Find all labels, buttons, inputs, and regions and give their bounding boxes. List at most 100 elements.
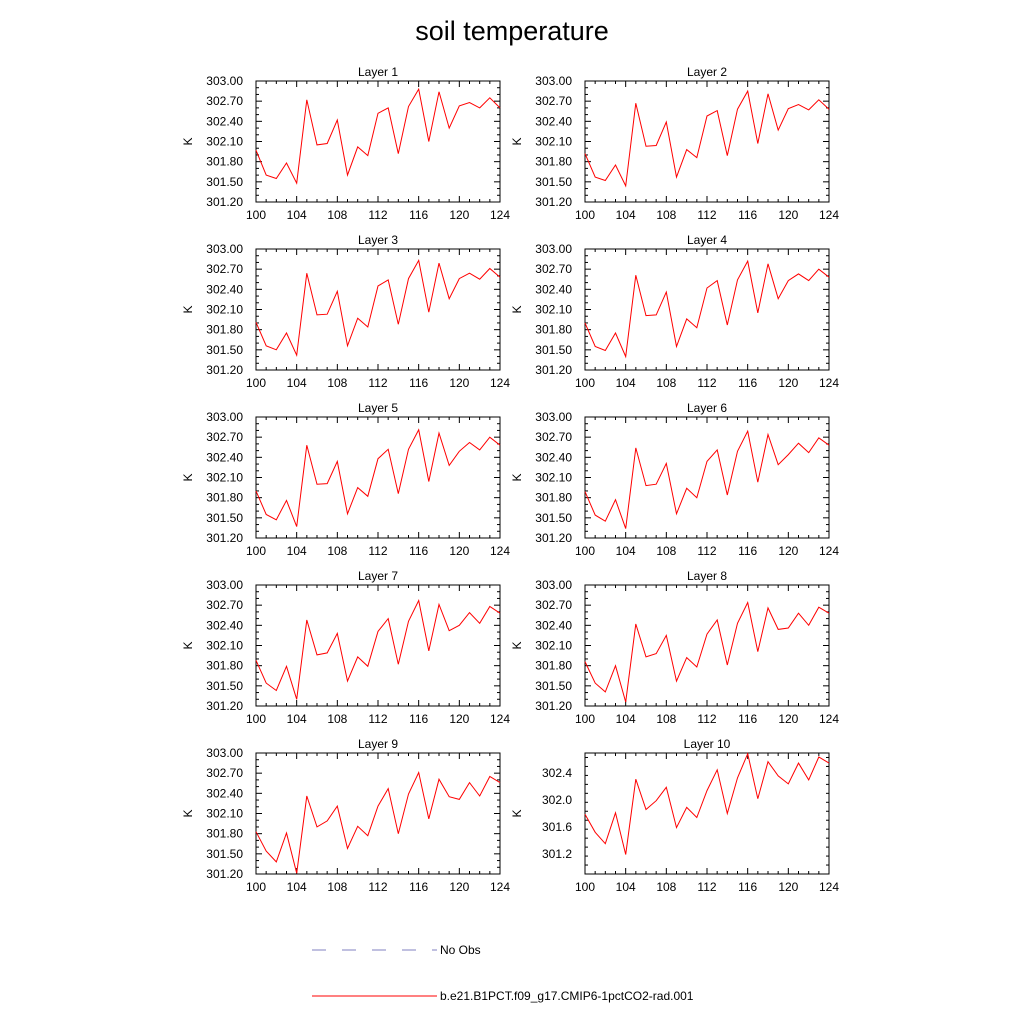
y-axis-label: K — [510, 137, 524, 145]
x-tick-label: 104 — [287, 208, 307, 222]
y-tick-label: 303.00 — [206, 746, 243, 760]
panel-title: Layer 8 — [687, 569, 727, 583]
plot-frame — [255, 80, 501, 203]
y-tick-label: 302.10 — [206, 471, 243, 485]
y-tick-label: 302.10 — [535, 303, 572, 317]
x-tick-label: 112 — [697, 376, 716, 390]
y-axis-label: K — [510, 809, 524, 817]
plot-frame — [255, 248, 501, 371]
y-axis-label: K — [181, 809, 195, 817]
y-tick-label: 302.10 — [535, 471, 572, 485]
y-tick-label: 302.10 — [535, 639, 572, 653]
panel-title: Layer 4 — [687, 233, 727, 247]
y-tick-label: 301.50 — [535, 679, 572, 693]
x-tick-label: 120 — [778, 880, 798, 894]
x-tick-label: 108 — [327, 712, 347, 726]
x-tick-label: 120 — [778, 208, 798, 222]
x-tick-label: 104 — [616, 880, 636, 894]
panel-title: Layer 1 — [358, 65, 398, 79]
x-tick-label: 112 — [697, 880, 716, 894]
y-tick-label: 303.00 — [535, 578, 572, 592]
x-tick-label: 108 — [656, 376, 676, 390]
y-axis-label: K — [181, 305, 195, 313]
panel-layer-4: Layer 4 K 100 104 108 112 116 120 124 301.20 301.5… — [510, 233, 839, 390]
panel-title: Layer 3 — [358, 233, 398, 247]
x-tick-label: 112 — [368, 880, 387, 894]
y-tick-label: 302.40 — [206, 450, 243, 464]
x-tick-label: 100 — [575, 376, 595, 390]
x-tick-label: 116 — [409, 208, 428, 222]
x-tick-label: 124 — [490, 712, 510, 726]
y-tick-label: 301.80 — [535, 323, 572, 337]
x-tick-label: 100 — [575, 208, 595, 222]
x-tick-label: 120 — [449, 208, 469, 222]
x-tick-label: 100 — [246, 880, 266, 894]
x-tick-label: 100 — [246, 208, 266, 222]
x-tick-label: 100 — [246, 376, 266, 390]
y-tick-label: 301.20 — [206, 699, 243, 713]
x-tick-label: 124 — [819, 712, 839, 726]
panel-layer-7: Layer 7 K 100 104 108 112 116 120 124 301.20 301.5… — [181, 569, 510, 726]
y-tick-label: 302.10 — [206, 639, 243, 653]
y-tick-label: 302.70 — [206, 598, 243, 612]
series-line — [584, 752, 830, 855]
y-tick-label: 302.40 — [206, 282, 243, 296]
y-axis-label: K — [181, 641, 195, 649]
y-tick-label: 302.40 — [206, 786, 243, 800]
x-tick-label: 116 — [738, 880, 757, 894]
x-tick-label: 104 — [616, 376, 636, 390]
y-tick-label: 301.50 — [206, 511, 243, 525]
y-tick-label: 301.50 — [535, 343, 572, 357]
y-tick-label: 301.50 — [206, 847, 243, 861]
y-tick-label: 301.20 — [535, 699, 572, 713]
x-tick-label: 104 — [287, 544, 307, 558]
y-tick-label: 301.20 — [206, 531, 243, 545]
x-tick-label: 124 — [490, 208, 510, 222]
x-tick-label: 104 — [287, 376, 307, 390]
x-tick-label: 108 — [327, 376, 347, 390]
x-tick-label: 124 — [490, 880, 510, 894]
y-tick-label: 302.0 — [542, 793, 572, 807]
x-tick-label: 120 — [778, 376, 798, 390]
x-tick-label: 108 — [327, 544, 347, 558]
y-tick-label: 302.10 — [206, 303, 243, 317]
y-tick-label: 302.70 — [206, 94, 243, 108]
x-tick-label: 108 — [656, 208, 676, 222]
x-tick-label: 120 — [449, 712, 469, 726]
y-tick-label: 301.50 — [206, 679, 243, 693]
y-axis-label: K — [510, 305, 524, 313]
y-tick-label: 303.00 — [535, 410, 572, 424]
plot-frame — [584, 416, 830, 539]
panel-title: Layer 2 — [687, 65, 727, 79]
x-tick-label: 108 — [656, 544, 676, 558]
x-tick-label: 124 — [819, 544, 839, 558]
y-tick-label: 302.10 — [535, 135, 572, 149]
x-tick-label: 112 — [697, 208, 716, 222]
panels-grid: Layer 1 K 100 104 108 112 116 120 124 301.20 301.5… — [181, 65, 839, 894]
x-tick-label: 100 — [575, 544, 595, 558]
y-tick-label: 301.20 — [535, 363, 572, 377]
panel-title: Layer 5 — [358, 401, 398, 415]
y-tick-label: 303.00 — [535, 242, 572, 256]
y-tick-label: 302.70 — [535, 430, 572, 444]
y-tick-label: 303.00 — [206, 578, 243, 592]
y-tick-label: 302.40 — [535, 282, 572, 296]
series-line — [255, 598, 501, 700]
y-tick-label: 301.50 — [535, 511, 572, 525]
y-tick-label: 302.10 — [206, 135, 243, 149]
y-axis-label: K — [181, 137, 195, 145]
panel-layer-6: Layer 6 K 100 104 108 112 116 120 124 301.20 301.5… — [510, 401, 839, 558]
y-tick-label: 302.70 — [535, 94, 572, 108]
plot-frame — [584, 80, 830, 203]
plot-frame — [584, 248, 830, 371]
panel-layer-2: Layer 2 K 100 104 108 112 116 120 124 301.20 301.5… — [510, 65, 839, 222]
y-tick-label: 303.00 — [206, 242, 243, 256]
y-tick-label: 301.20 — [535, 195, 572, 209]
x-tick-label: 112 — [368, 208, 387, 222]
x-tick-label: 116 — [738, 208, 757, 222]
y-tick-label: 301.50 — [535, 175, 572, 189]
y-axis-label: K — [510, 473, 524, 481]
legend: No Obs b.e21.B1PCT.f09_g17.CMIP6-1pctCO2… — [312, 943, 694, 1003]
x-tick-label: 116 — [738, 544, 757, 558]
